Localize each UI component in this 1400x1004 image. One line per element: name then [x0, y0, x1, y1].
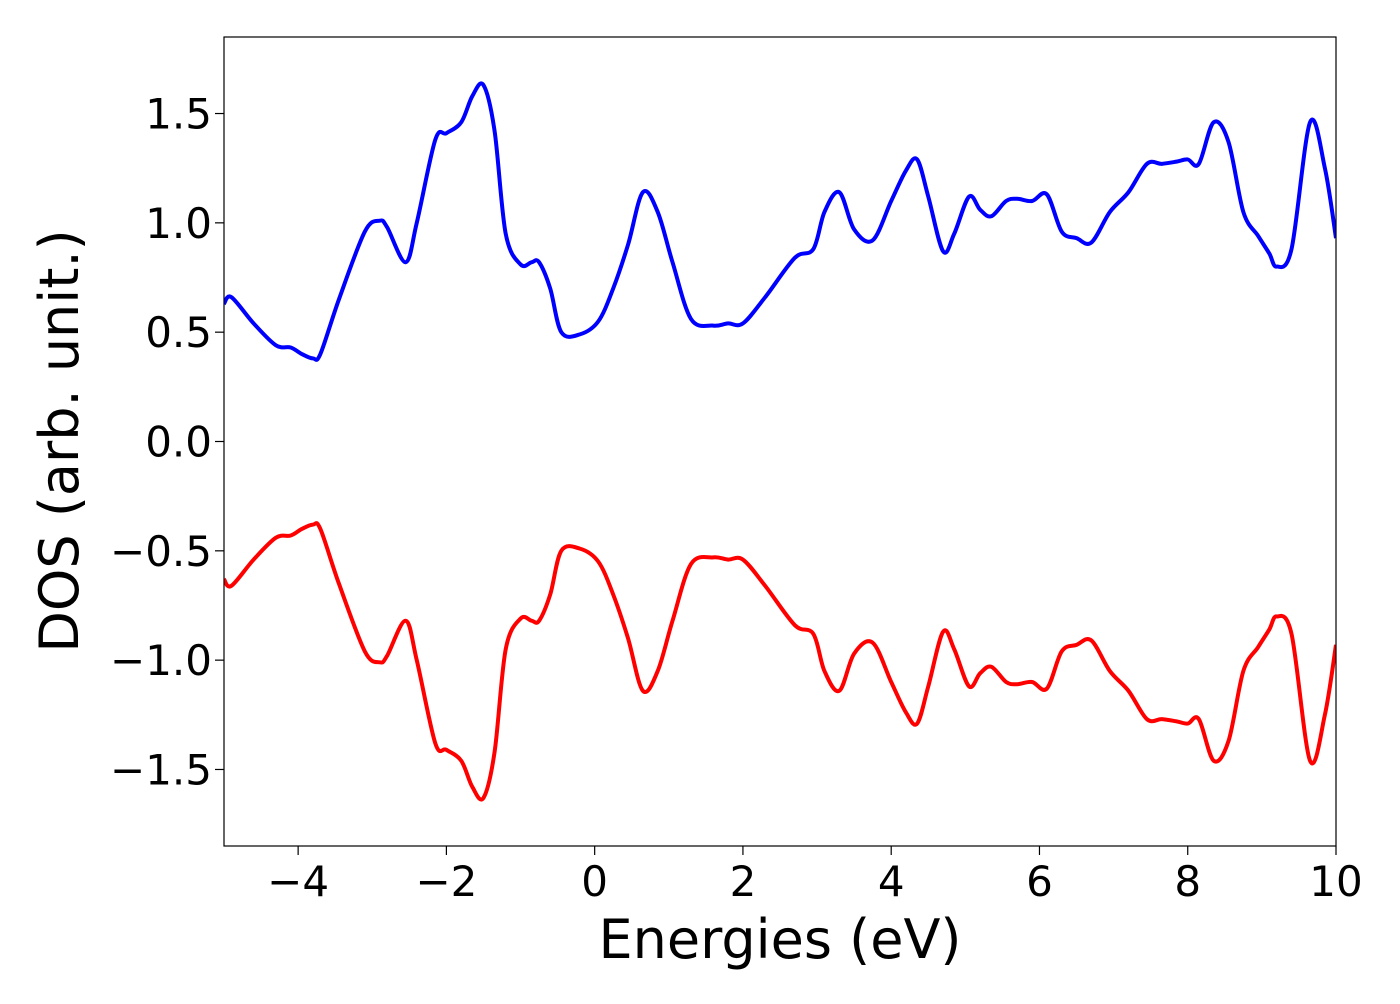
x-tick-label: 6 — [1026, 857, 1053, 906]
x-tick-label: 10 — [1309, 857, 1362, 906]
plot-frame — [223, 36, 1337, 847]
series-line-2 — [224, 521, 1336, 802]
series-layer — [224, 81, 1336, 802]
x-tick-label: −4 — [267, 857, 329, 906]
series-line-1 — [224, 81, 1336, 362]
x-tick-label: −2 — [415, 857, 477, 906]
x-axis: −4 −2 0 2 4 6 8 10 — [267, 846, 1363, 906]
y-tick-label: 1.0 — [145, 199, 212, 248]
y-tick-label: −1.5 — [110, 745, 212, 794]
x-axis-label: Energies (eV) — [599, 908, 962, 971]
y-tick-label: 1.5 — [145, 90, 212, 139]
y-tick-label: 0.0 — [145, 418, 212, 467]
x-tick-label: 2 — [730, 857, 757, 906]
y-axis-label: DOS (arb. unit.) — [28, 229, 91, 652]
x-tick-label: 0 — [581, 857, 608, 906]
x-tick-label: 8 — [1174, 857, 1201, 906]
y-tick-label: −0.5 — [110, 527, 212, 576]
y-tick-label: 0.5 — [145, 308, 212, 357]
y-axis: −1.5 −1.0 −0.5 0.0 0.5 1.0 1.5 — [110, 90, 224, 794]
y-tick-label: −1.0 — [110, 636, 212, 685]
x-tick-label: 4 — [878, 857, 905, 906]
